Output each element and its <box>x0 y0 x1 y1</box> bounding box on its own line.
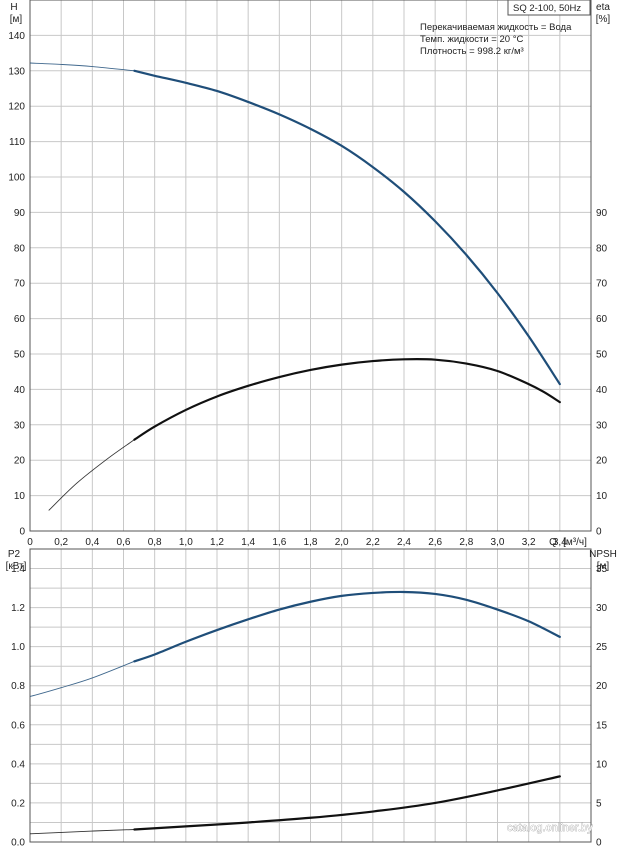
x-tick-label: 2,4 <box>397 537 411 548</box>
x-tick-label: 0,2 <box>54 537 68 548</box>
y-right-tick-label: 90 <box>596 208 608 219</box>
x-tick-label: 2,2 <box>366 537 380 548</box>
x-tick-label: 1,8 <box>304 537 318 548</box>
y-left-tick-label: 100 <box>8 173 25 184</box>
model-label-box <box>507 0 591 16</box>
x-tick-label: 0,4 <box>85 537 99 548</box>
npsh-tick-label: 0 <box>596 838 602 849</box>
npsh-curve-bold-segment <box>133 775 561 831</box>
eta-curve-thin-segment <box>48 439 135 511</box>
labels-layer: 0102030405060708090100110120130140010203… <box>6 2 617 849</box>
npsh-axis-label: NPSH <box>589 549 617 560</box>
p2-tick-label: 1.4 <box>11 564 25 575</box>
p2-curve-thin-segment <box>30 660 135 697</box>
npsh-tick-label: 35 <box>596 564 608 575</box>
npsh-tick-label: 10 <box>596 759 608 770</box>
p2-tick-label: 0.4 <box>11 759 25 770</box>
y-left-tick-label: 120 <box>8 102 25 113</box>
y-right-tick-label: 0 <box>596 527 602 538</box>
npsh-tick-label: 20 <box>596 681 608 692</box>
p2-axis-unit: [кВт] <box>6 561 27 572</box>
p2-tick-label: 0.2 <box>11 798 25 809</box>
y-right-tick-label: 20 <box>596 456 608 467</box>
y-left-tick-label: 40 <box>14 385 26 396</box>
info-line-temperature: Темп. жидкости = 20 °C <box>420 34 523 45</box>
x-tick-label: 3,2 <box>522 537 536 548</box>
y-left-tick-label: 130 <box>8 66 25 77</box>
p2-tick-label: 1.2 <box>11 603 25 614</box>
h-curve-bold-segment <box>133 69 561 386</box>
x-tick-label: 1,0 <box>179 537 193 548</box>
y-left-tick-label: 80 <box>14 243 26 254</box>
watermark: catalog.onliner.by <box>507 822 593 834</box>
y-right-axis-label: eta <box>596 2 610 13</box>
x-tick-label: 0 <box>27 537 33 548</box>
y-left-tick-label: 90 <box>14 208 26 219</box>
x-tick-label: 3,4 <box>553 537 567 548</box>
y-left-axis-label: H <box>10 2 17 13</box>
x-tick-label: 1,4 <box>241 537 255 548</box>
x-tick-label: 2,6 <box>428 537 442 548</box>
top-chart-grid <box>29 0 592 532</box>
npsh-axis-unit: [м] <box>597 561 610 572</box>
bottom-curves-group <box>30 590 561 835</box>
y-right-tick-label: 50 <box>596 350 608 361</box>
p2-tick-label: 0.0 <box>11 838 25 849</box>
y-left-axis-unit: [м] <box>10 14 23 25</box>
eta-curve-bold-segment <box>133 358 561 441</box>
y-left-tick-label: 60 <box>14 314 26 325</box>
y-left-tick-label: 70 <box>14 279 26 290</box>
h-curve-thin-segment <box>29 62 135 72</box>
info-line-density: Плотность = 998.2 кг/м³ <box>420 46 524 57</box>
npsh-tick-label: 30 <box>596 603 608 614</box>
p2-curve-bold-segment <box>133 590 561 663</box>
y-left-tick-label: 20 <box>14 456 26 467</box>
p2-tick-label: 1.0 <box>11 642 25 653</box>
pump-model-label: SQ 2-100, 50Hz <box>513 3 581 14</box>
y-right-tick-label: 10 <box>596 491 608 502</box>
x-tick-label: 2,8 <box>459 537 473 548</box>
x-axis-unit: [м³/ч] <box>563 537 587 548</box>
npsh-curve-thin-segment <box>30 829 135 835</box>
y-left-tick-label: 140 <box>8 31 25 42</box>
p2-tick-label: 0.6 <box>11 720 25 731</box>
y-left-tick-label: 10 <box>14 491 26 502</box>
x-axis-label: Q <box>549 537 557 548</box>
info-line-fluid: Перекачиваемая жидкость = Вода <box>420 22 572 33</box>
y-left-tick-label: 30 <box>14 420 26 431</box>
npsh-tick-label: 25 <box>596 642 608 653</box>
npsh-tick-label: 5 <box>596 798 602 809</box>
y-right-tick-label: 70 <box>596 279 608 290</box>
x-tick-label: 2,0 <box>335 537 349 548</box>
y-left-tick-label: 110 <box>9 137 25 148</box>
y-right-tick-label: 40 <box>596 385 608 396</box>
y-right-tick-label: 80 <box>596 243 608 254</box>
y-right-tick-label: 60 <box>596 314 608 325</box>
x-tick-label: 1,6 <box>272 537 286 548</box>
p2-axis-label: P2 <box>8 549 21 560</box>
x-tick-label: 0,6 <box>117 537 131 548</box>
bottom-plot-frame <box>29 548 592 843</box>
top-plot-frame <box>29 0 592 532</box>
curves-layer <box>29 62 561 835</box>
x-tick-label: 3,0 <box>491 537 505 548</box>
p2-tick-label: 0.8 <box>11 681 25 692</box>
x-tick-label: 1,2 <box>210 537 224 548</box>
bottom-chart-grid <box>29 548 592 843</box>
npsh-tick-label: 15 <box>596 720 608 731</box>
x-tick-label: 0,8 <box>148 537 162 548</box>
y-left-tick-label: 0 <box>19 527 25 538</box>
y-right-tick-label: 30 <box>596 420 608 431</box>
y-left-tick-label: 50 <box>14 350 26 361</box>
y-right-axis-unit: [%] <box>596 14 611 25</box>
